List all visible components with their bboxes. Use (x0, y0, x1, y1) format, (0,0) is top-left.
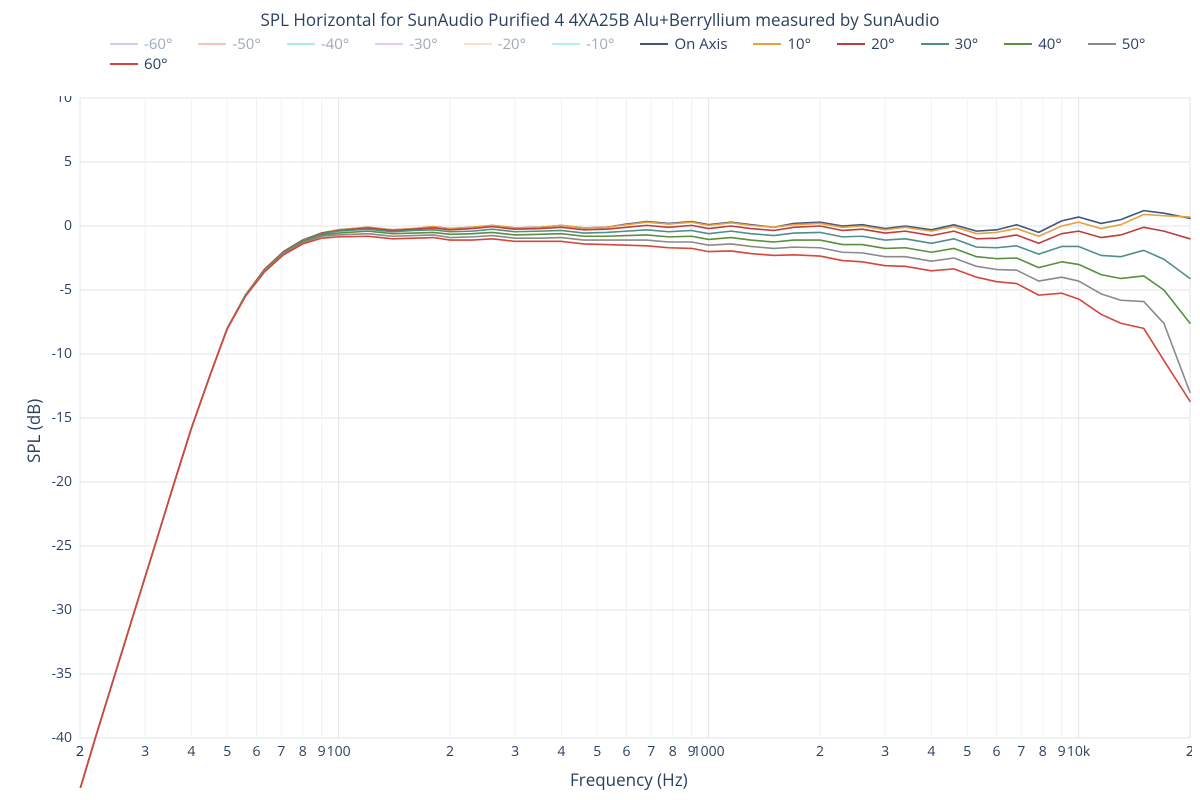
legend-item[interactable]: 40° (1004, 34, 1062, 54)
svg-text:-10: -10 (51, 344, 72, 363)
spl-chart: SPL Horizontal for SunAudio Purified 4 4… (0, 0, 1200, 800)
legend-label: 40° (1038, 34, 1062, 54)
legend-label: 10° (787, 34, 811, 54)
legend-swatch (110, 63, 138, 65)
svg-text:5: 5 (963, 742, 971, 761)
legend-swatch (1088, 43, 1116, 45)
legend-swatch (921, 43, 949, 45)
svg-text:6: 6 (253, 742, 261, 761)
legend-label: -50° (232, 34, 260, 54)
legend-item[interactable]: 10° (753, 34, 811, 54)
legend-swatch (552, 43, 580, 45)
legend-item[interactable]: -10° (552, 34, 614, 54)
legend-swatch (1004, 43, 1032, 45)
svg-text:10k: 10k (1067, 742, 1091, 761)
series-line[interactable] (80, 236, 1190, 788)
legend-label: 50° (1122, 34, 1146, 54)
svg-text:6: 6 (623, 742, 631, 761)
svg-text:10: 10 (56, 96, 72, 107)
legend-swatch (464, 43, 492, 45)
svg-text:5: 5 (593, 742, 601, 761)
svg-text:2: 2 (816, 742, 824, 761)
series-line[interactable] (80, 214, 1190, 788)
legend-item[interactable]: 60° (110, 54, 168, 74)
svg-text:0: 0 (64, 216, 72, 235)
series-line[interactable] (80, 211, 1190, 788)
legend-label: -10° (586, 34, 614, 54)
series-line[interactable] (80, 231, 1190, 788)
svg-text:3: 3 (141, 742, 149, 761)
svg-text:9: 9 (318, 742, 326, 761)
legend-swatch (640, 43, 668, 45)
svg-text:-20: -20 (51, 472, 72, 491)
series-line[interactable] (80, 229, 1190, 788)
svg-text:5: 5 (64, 152, 72, 171)
svg-text:3: 3 (511, 742, 519, 761)
legend-swatch (753, 43, 781, 45)
legend-item[interactable]: On Axis (640, 34, 727, 54)
legend-label: -60° (144, 34, 172, 54)
chart-legend[interactable]: -60° -50° -40° -30° -20° -10° On Axis 10° 20° 30°… (110, 34, 1180, 74)
svg-text:1000: 1000 (693, 742, 725, 761)
legend-item[interactable]: -30° (375, 34, 437, 54)
svg-text:-35: -35 (51, 664, 72, 683)
series-line[interactable] (80, 234, 1190, 788)
svg-text:4: 4 (557, 742, 565, 761)
legend-label: 60° (144, 54, 168, 74)
legend-item[interactable]: -50° (198, 34, 260, 54)
plot-area[interactable]: -40-35-30-25-20-15-10-505102345678923456… (30, 96, 1192, 788)
svg-text:2: 2 (76, 742, 84, 761)
svg-text:7: 7 (647, 742, 655, 761)
series-line[interactable] (80, 225, 1190, 788)
legend-swatch (287, 43, 315, 45)
svg-text:7: 7 (277, 742, 285, 761)
svg-text:8: 8 (1039, 742, 1047, 761)
legend-item[interactable]: 30° (921, 34, 979, 54)
svg-text:4: 4 (187, 742, 195, 761)
legend-swatch (375, 43, 403, 45)
svg-text:5: 5 (223, 742, 231, 761)
svg-text:2: 2 (446, 742, 454, 761)
svg-text:-40: -40 (51, 728, 72, 747)
svg-text:-30: -30 (51, 600, 72, 619)
legend-label: -30° (409, 34, 437, 54)
svg-text:-25: -25 (51, 536, 72, 555)
svg-text:-5: -5 (59, 280, 72, 299)
svg-text:4: 4 (927, 742, 935, 761)
svg-text:6: 6 (993, 742, 1001, 761)
legend-label: -40° (321, 34, 349, 54)
legend-item[interactable]: 50° (1088, 34, 1146, 54)
svg-text:9: 9 (1058, 742, 1066, 761)
svg-text:100: 100 (327, 742, 351, 761)
legend-item[interactable]: -20° (464, 34, 526, 54)
legend-item[interactable]: -60° (110, 34, 172, 54)
svg-text:-15: -15 (51, 408, 72, 427)
legend-label: 30° (955, 34, 979, 54)
svg-text:3: 3 (881, 742, 889, 761)
legend-label: -20° (498, 34, 526, 54)
svg-text:8: 8 (669, 742, 677, 761)
legend-label: 20° (871, 34, 895, 54)
legend-swatch (837, 43, 865, 45)
svg-text:8: 8 (299, 742, 307, 761)
svg-text:7: 7 (1017, 742, 1025, 761)
chart-title: SPL Horizontal for SunAudio Purified 4 4… (0, 8, 1200, 31)
legend-swatch (198, 43, 226, 45)
legend-swatch (110, 43, 138, 45)
legend-item[interactable]: 20° (837, 34, 895, 54)
svg-text:2: 2 (1186, 742, 1192, 761)
legend-label: On Axis (674, 34, 727, 54)
legend-item[interactable]: -40° (287, 34, 349, 54)
